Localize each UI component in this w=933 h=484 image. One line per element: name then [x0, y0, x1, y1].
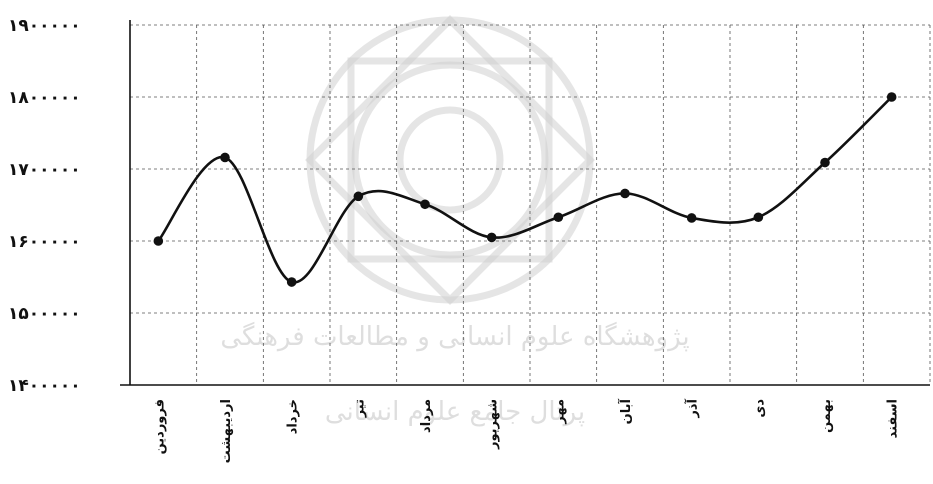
watermark: پژوهشگاه علوم انسانی و مطالعات فرهنگی پر… [220, 15, 690, 427]
x-tick-label: آبان [617, 398, 634, 424]
data-point [153, 236, 164, 246]
axes [120, 20, 930, 386]
series-line [157, 96, 893, 284]
series [153, 92, 897, 287]
grid [130, 24, 931, 385]
x-tick-label: مرداد [419, 399, 434, 433]
x-axis-ticks: فروردین اردیبهشت خرداد تیر مرداد شهریور مهر آبا… [152, 398, 900, 463]
watermark-logo [305, 15, 595, 305]
data-point [353, 191, 364, 202]
y-tick-label: ۱۹۰۰۰۰۰ [8, 16, 81, 36]
x-tick-label: دی [752, 399, 767, 418]
x-tick-label: خرداد [286, 399, 301, 434]
y-axis-ticks: ۱۴۰۰۰۰۰ ۱۵۰۰۰۰۰ ۱۶۰۰۰۰۰ ۱۷۰۰۰۰۰ ۱۸۰۰۰۰۰ ۱۹۰۰۰… [8, 16, 81, 396]
x-tick-label: فروردین [152, 399, 167, 454]
x-tick-label: بهمن [819, 399, 834, 433]
y-tick-label: ۱۸۰۰۰۰۰ [8, 88, 81, 108]
data-point [486, 232, 497, 243]
x-tick-label: شهریور [486, 399, 501, 450]
watermark-line1: پژوهشگاه علوم انسانی و مطالعات فرهنگی [220, 321, 689, 352]
data-point [620, 188, 630, 199]
data-point [686, 213, 697, 223]
data-point [886, 92, 897, 102]
watermark-line2: پرتال جامع علوم انسانی [325, 397, 585, 427]
y-tick-label: ۱۶۰۰۰۰۰ [8, 232, 81, 252]
data-point [553, 212, 564, 223]
data-point [753, 212, 764, 223]
data-point [420, 199, 430, 210]
x-tick-label: تیر [352, 399, 367, 418]
y-tick-label: ۱۴۰۰۰۰۰ [8, 376, 81, 396]
x-tick-label: اردیبهشت [219, 399, 234, 463]
data-point [220, 152, 230, 163]
data-point [286, 277, 297, 287]
x-tick-label: آذر [684, 398, 701, 418]
y-tick-label: ۱۵۰۰۰۰۰ [8, 304, 81, 324]
x-tick-label: اسفند [886, 399, 901, 438]
x-tick-label: مهر [552, 399, 567, 425]
y-tick-label: ۱۷۰۰۰۰۰ [8, 160, 81, 180]
data-point [820, 157, 830, 168]
